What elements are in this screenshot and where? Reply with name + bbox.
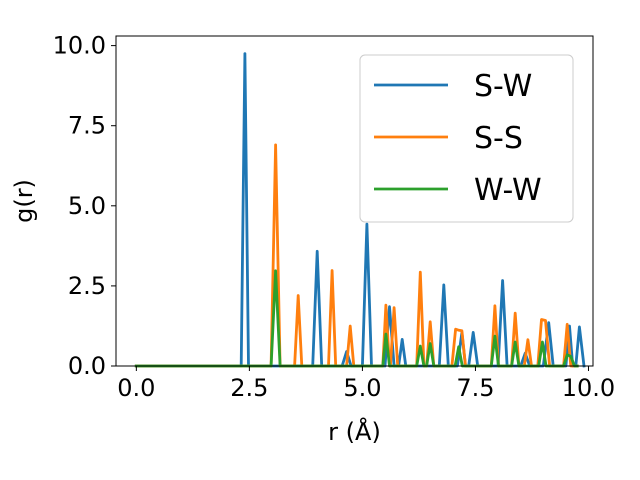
plot-frame xyxy=(115,35,594,367)
y-tick-label: 10.0 xyxy=(53,32,106,60)
legend-label-s-s: S-S xyxy=(474,121,523,156)
ticks-layer: 0.0 2.5 5.0 7.5 10.0 0.0 2.5 5.0 7.5 10.0 xyxy=(53,32,616,402)
x-tick-label: 5.0 xyxy=(343,374,381,402)
y-tick-label: 5.0 xyxy=(68,192,106,220)
y-tick-label: 2.5 xyxy=(68,272,106,300)
x-tick-label: 7.5 xyxy=(456,374,494,402)
x-axis-label: r (Å) xyxy=(328,417,381,446)
x-tick-label: 2.5 xyxy=(230,374,268,402)
y-tick-label: 7.5 xyxy=(68,112,106,140)
y-axis-label: g(r) xyxy=(10,179,38,223)
legend-label-s-w: S-W xyxy=(474,69,532,104)
x-tick-label: 10.0 xyxy=(562,374,615,402)
series-line-w-w xyxy=(134,269,579,368)
legend-box xyxy=(359,54,574,223)
y-tick-label: 0.0 xyxy=(68,352,106,380)
legend: S-W S-S W-W xyxy=(359,54,574,223)
legend-label-w-w: W-W xyxy=(474,173,542,208)
x-tick-label: 0.0 xyxy=(117,374,155,402)
